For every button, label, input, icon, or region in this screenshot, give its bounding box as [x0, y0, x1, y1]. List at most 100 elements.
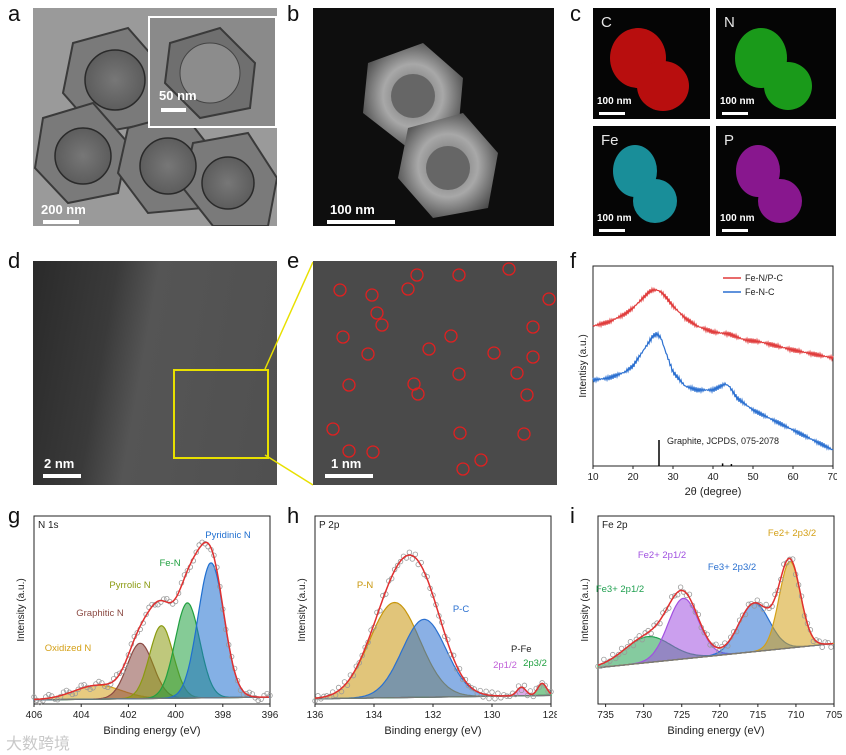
- x-tick-label: 40: [707, 472, 719, 483]
- component-label: Graphitic N: [76, 608, 124, 619]
- x-tick-label: 406: [26, 710, 43, 721]
- scalebar-c4: [722, 229, 748, 232]
- x-tick-label: 130: [484, 710, 501, 721]
- data-point: [394, 562, 401, 569]
- haadf-image-b: 100 nm: [313, 8, 554, 226]
- y-axis-label: Intensity (a.u.): [16, 578, 27, 641]
- haadf-particles: [363, 43, 498, 218]
- chart-title: N 1s: [38, 520, 59, 531]
- data-point: [654, 620, 660, 626]
- data-point: [267, 692, 273, 699]
- single-atom-circles: [326, 262, 556, 476]
- annotation-label: P-Fe: [511, 644, 532, 655]
- component-label: Fe2+ 2p3/2: [768, 528, 816, 539]
- scalebar-label-b: 100 nm: [330, 202, 375, 217]
- component-label: Oxidized N: [45, 643, 92, 654]
- fit-envelope: [597, 557, 834, 666]
- data-point: [624, 644, 631, 650]
- x-tick-label: 136: [307, 710, 324, 721]
- fit-envelope: [33, 541, 269, 701]
- data-point: [677, 584, 684, 590]
- component-label: Fe3+ 2p1/2: [596, 584, 644, 595]
- legend-label: Fe-N/P-C: [745, 273, 784, 283]
- series-line: [592, 330, 834, 451]
- data-point: [521, 682, 528, 689]
- component-label: Fe2+ 2p1/2: [638, 550, 686, 561]
- data-point: [105, 684, 111, 691]
- x-tick-label: 398: [214, 710, 231, 721]
- panel-label-d: d: [8, 248, 21, 273]
- data-point: [518, 687, 525, 694]
- scalebar-label-c2: 100 nm: [720, 96, 755, 107]
- scalebar-c2: [722, 112, 748, 115]
- eds-map-c: C 100 nm: [593, 8, 710, 119]
- data-point: [193, 549, 199, 555]
- data-point: [125, 652, 132, 658]
- background-line: [597, 643, 834, 669]
- data-point: [610, 651, 616, 658]
- haadf-image-e: 1 nm: [313, 261, 557, 485]
- data-point: [246, 689, 253, 696]
- data-point: [37, 699, 43, 706]
- component-label: 2p3/2: [523, 658, 547, 669]
- eds-map-n: N 100 nm: [716, 8, 836, 119]
- data-point: [595, 663, 601, 670]
- atom-marker: [526, 320, 540, 334]
- atom-marker: [517, 427, 531, 441]
- x-tick-label: 60: [787, 472, 799, 483]
- atom-marker: [336, 330, 350, 344]
- y-axis-label: Intensity (a.u.): [297, 578, 308, 641]
- element-label-n: N: [724, 14, 735, 31]
- data-point: [134, 630, 140, 636]
- data-point: [527, 688, 534, 694]
- scalebar-label-c3: 100 nm: [597, 213, 632, 224]
- component-label: Fe-N: [159, 558, 180, 569]
- data-point: [542, 682, 548, 689]
- data-point: [524, 692, 531, 699]
- data-point: [492, 696, 498, 702]
- data-point: [63, 687, 70, 694]
- scalebar-label-a: 200 nm: [41, 202, 86, 217]
- eds-map-p: P 100 nm: [716, 126, 836, 236]
- x-tick-label: 404: [73, 710, 90, 721]
- xps-n1s-chart: Oxidized N Graphitic N Pyrrolic N Fe-N Pyrid…: [16, 515, 278, 737]
- panel-label-i: i: [570, 503, 575, 528]
- atom-marker: [361, 347, 375, 361]
- xps-p2p-chart: P-N P-C 2p1/2 2p3/2 P-Fe 136 134 132 130 128 Bindi…: [297, 515, 557, 737]
- atom-marker: [474, 453, 488, 467]
- atom-marker: [333, 283, 347, 297]
- atom-marker: [370, 306, 384, 320]
- x-tick-label: 400: [167, 710, 184, 721]
- x-tick-label: 132: [425, 710, 442, 721]
- x-tick-label: 710: [788, 710, 805, 721]
- panel-label-a: a: [8, 1, 21, 26]
- plot-frame: [33, 515, 271, 705]
- scalebar-b: [327, 220, 395, 224]
- data-point: [754, 597, 760, 603]
- data-point: [359, 652, 365, 659]
- data-point: [710, 642, 716, 648]
- y-axis-label: Intensity (a.u.): [580, 578, 591, 641]
- background-line: [34, 696, 269, 701]
- data-point: [763, 601, 769, 608]
- data-point: [601, 656, 607, 663]
- x-tick-label: 730: [635, 710, 652, 721]
- data-point: [234, 677, 241, 684]
- atom-marker: [502, 262, 516, 276]
- x-axis-label: Binding energy (eV): [103, 725, 200, 737]
- data-point: [501, 692, 507, 698]
- scalebar-label-e: 1 nm: [331, 456, 362, 471]
- element-label-c: C: [601, 14, 612, 31]
- scalebar-d: [43, 474, 81, 478]
- data-point: [630, 642, 637, 649]
- atom-marker: [510, 366, 524, 380]
- atom-marker: [453, 426, 467, 440]
- data-point: [648, 630, 654, 637]
- panel-label-c: c: [570, 1, 581, 26]
- x-tick-label: 720: [711, 710, 728, 721]
- data-point: [828, 644, 834, 650]
- x-tick-label: 134: [366, 710, 383, 721]
- atom-marker: [411, 387, 425, 401]
- x-tick-label: 50: [747, 472, 759, 483]
- scalebar-label-d: 2 nm: [44, 456, 75, 471]
